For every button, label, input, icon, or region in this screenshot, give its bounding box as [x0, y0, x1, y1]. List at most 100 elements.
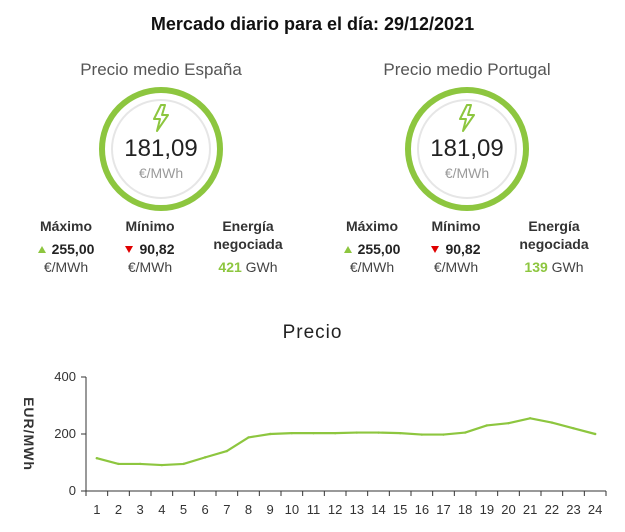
data-point	[572, 427, 575, 430]
x-tick-label: 4	[158, 502, 165, 517]
min-value-row: 90,82	[420, 240, 492, 258]
y-tick-label: 0	[69, 483, 76, 498]
arrow-down-icon	[431, 246, 440, 253]
spain-max-value: 255,00	[51, 241, 95, 257]
spain-min-stat: Mínimo 90,82 €/MWh	[114, 217, 186, 276]
data-point	[463, 431, 467, 434]
data-point	[203, 456, 207, 459]
energy-unit: GWh	[551, 259, 584, 275]
x-tick-label: 10	[285, 502, 299, 517]
spain-energy-value: 421	[218, 259, 242, 275]
data-point	[355, 431, 359, 434]
data-point	[247, 436, 250, 439]
arrow-down-icon	[125, 246, 134, 253]
y-tick-label: 200	[54, 426, 76, 441]
data-point	[485, 424, 489, 427]
lightning-bolt-icon	[459, 104, 475, 132]
max-unit: €/MWh	[43, 259, 89, 275]
portugal-stats: Máximo 255,00 €/MWh Mínimo 90,82 €/MWh E…	[322, 217, 612, 287]
data-point	[333, 431, 337, 435]
gauge-inner-ring	[111, 99, 211, 199]
portugal-max-value: 255,00	[357, 241, 401, 257]
spain-max-stat: Máximo 255,00 €/MWh	[30, 217, 102, 276]
data-point	[442, 433, 445, 436]
y-axis-label: EUR/MWh	[21, 397, 37, 471]
max-value-row: 255,00	[30, 240, 102, 258]
arrow-up-icon	[343, 246, 352, 253]
x-tick-label: 8	[245, 502, 252, 517]
x-tick-label: 2	[115, 502, 122, 517]
chart-series	[95, 417, 597, 467]
data-point	[95, 457, 99, 460]
arrow-up-icon	[37, 246, 46, 253]
data-point	[138, 462, 142, 466]
data-point	[377, 431, 380, 434]
x-tick-label: 7	[223, 502, 230, 517]
data-point	[160, 463, 164, 467]
energy-unit: GWh	[245, 259, 278, 275]
portugal-average-price: 181,09	[430, 135, 504, 162]
x-tick-label: 6	[202, 502, 209, 517]
x-tick-label: 3	[137, 502, 144, 517]
x-tick-label: 14	[371, 502, 385, 517]
portugal-energy-value: 139	[524, 259, 548, 275]
x-tick-label: 9	[267, 502, 274, 517]
max-unit: €/MWh	[349, 259, 395, 275]
x-tick-label: 13	[350, 502, 364, 517]
x-tick-label: 23	[566, 502, 580, 517]
chart-axes	[85, 377, 606, 492]
portugal-price-panel: Precio medio Portugal 181,09 €/MWh Máxim…	[322, 58, 612, 287]
data-point	[117, 462, 120, 466]
x-tick-label: 18	[458, 502, 472, 517]
x-tick-label: 16	[415, 502, 429, 517]
spain-average-unit: €/MWh	[138, 165, 184, 181]
energy-label-2: negociada	[519, 236, 589, 252]
gauge-inner-ring	[417, 99, 517, 199]
spain-price-gauge: 181,09 €/MWh	[99, 87, 223, 211]
data-point	[593, 432, 597, 436]
spain-panel-title: Precio medio España	[80, 60, 242, 79]
energy-value-row: 421 GWh	[198, 259, 298, 275]
x-tick-label: 21	[523, 502, 537, 517]
x-tick-label: 22	[545, 502, 559, 517]
data-point	[182, 462, 185, 466]
data-point	[398, 431, 402, 435]
x-tick-label: 1	[93, 502, 100, 517]
spain-average-price: 181,09	[124, 135, 198, 162]
portugal-max-stat: Máximo 255,00 €/MWh	[336, 217, 408, 276]
page-title: Mercado diario para el día: 29/12/2021	[150, 14, 475, 34]
energy-label-1: Energía	[222, 218, 274, 234]
energy-label-2: negociada	[213, 236, 283, 252]
portugal-price-gauge: 181,09 €/MWh	[405, 87, 529, 211]
data-point	[420, 433, 424, 436]
min-label: Mínimo	[125, 218, 175, 234]
min-unit: €/MWh	[433, 259, 479, 275]
data-point	[550, 421, 554, 424]
x-tick-label: 5	[180, 502, 187, 517]
chart-title: Precio	[282, 322, 343, 343]
x-tick-label: 17	[436, 502, 450, 517]
spain-min-value: 90,82	[139, 241, 175, 257]
price-series-line	[95, 417, 597, 467]
portugal-panel-title: Precio medio Portugal	[383, 60, 551, 79]
max-label: Máximo	[39, 218, 93, 234]
min-label: Mínimo	[431, 218, 481, 234]
data-point	[507, 421, 510, 425]
min-unit: €/MWh	[127, 259, 173, 275]
spain-stats: Máximo 255,00 €/MWh Mínimo 90,82 €/MWh E…	[16, 217, 306, 287]
portugal-average-unit: €/MWh	[444, 165, 490, 181]
data-point	[290, 431, 294, 435]
x-tick-label: 24	[588, 502, 602, 517]
portugal-min-stat: Mínimo 90,82 €/MWh	[420, 217, 492, 276]
x-tick-label: 20	[501, 502, 515, 517]
portugal-energy-stat: Energía negociada 139 GWh	[504, 217, 604, 275]
data-point	[312, 431, 315, 435]
data-point	[225, 449, 229, 453]
x-tick-label: 15	[393, 502, 407, 517]
portugal-min-value: 90,82	[445, 241, 481, 257]
max-value-row: 255,00	[336, 240, 408, 258]
x-tick-label: 19	[480, 502, 494, 517]
y-tick-label: 400	[54, 369, 76, 384]
energy-label-1: Energía	[528, 218, 580, 234]
